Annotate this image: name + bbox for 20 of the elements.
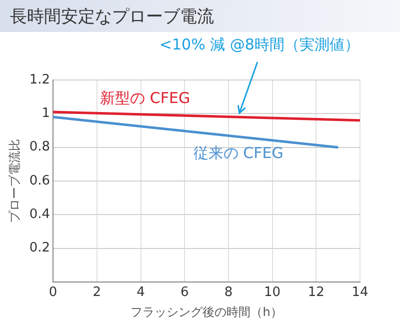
- annotation: <10% 減 @8時間（実測値）: [159, 35, 360, 54]
- x-tick-label: 2: [92, 285, 102, 300]
- x-axis-title: フラッシング後の時間（h）: [130, 304, 282, 319]
- x-tick-label: 0: [48, 285, 58, 300]
- x-tick-label: 4: [136, 285, 145, 300]
- y-tick-label: 0.4: [29, 207, 50, 222]
- y-tick-label: 0.8: [29, 140, 50, 155]
- y-axis-title: プローブ電流比: [7, 139, 22, 223]
- x-tick-label: 10: [264, 285, 281, 300]
- series-label: 従来の CFEG: [193, 144, 284, 162]
- x-tick-label: 8: [224, 285, 233, 300]
- series-label: 新型の CFEG: [100, 88, 190, 107]
- x-tick-label: 6: [180, 285, 189, 300]
- x-tick-label: 12: [308, 285, 324, 300]
- x-tick-label: 14: [352, 285, 368, 300]
- y-tick-label: 1.2: [29, 72, 50, 88]
- y-tick-label: 0.6: [29, 173, 50, 188]
- y-tick-label: 0.2: [29, 240, 50, 256]
- chart-title: 長時間安定なプローブ電流: [0, 0, 400, 32]
- y-tick-label: 1: [42, 106, 50, 122]
